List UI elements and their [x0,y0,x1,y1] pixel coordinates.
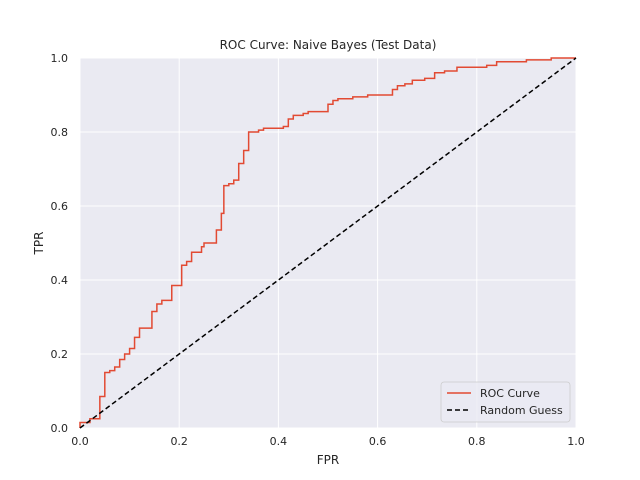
legend: ROC Curve Random Guess [440,381,571,423]
y-axis-label: TPR [32,232,46,256]
chart-title: ROC Curve: Naive Bayes (Test Data) [220,38,437,52]
y-tick-label: 0.2 [51,348,69,361]
series-line-random-guess [79,57,577,429]
series-line-roc-curve [79,57,576,428]
y-tick-label: 0.0 [51,422,69,435]
x-tick-label: 0.4 [270,435,288,448]
y-tick-labels: 0.0 0.2 0.4 0.6 0.8 1.0 [51,52,69,435]
legend-label-random-guess: Random Guess [480,404,563,417]
x-tick-label: 0.2 [170,435,188,448]
x-tick-label: 0.8 [468,435,486,448]
x-tick-label: 0.0 [71,435,89,448]
y-tick-label: 0.4 [51,274,69,287]
x-axis-label: FPR [317,453,339,467]
y-tick-label: 0.8 [51,126,69,139]
x-tick-labels: 0.0 0.2 0.4 0.6 0.8 1.0 [71,435,585,448]
series-lines [79,57,577,429]
y-tick-label: 0.6 [51,200,69,213]
legend-box [440,381,571,423]
y-tick-label: 1.0 [51,52,69,65]
x-tick-label: 1.0 [567,435,585,448]
x-tick-label: 0.6 [369,435,387,448]
legend-label-roc-curve: ROC Curve [480,387,540,400]
grid-lines [79,57,577,429]
